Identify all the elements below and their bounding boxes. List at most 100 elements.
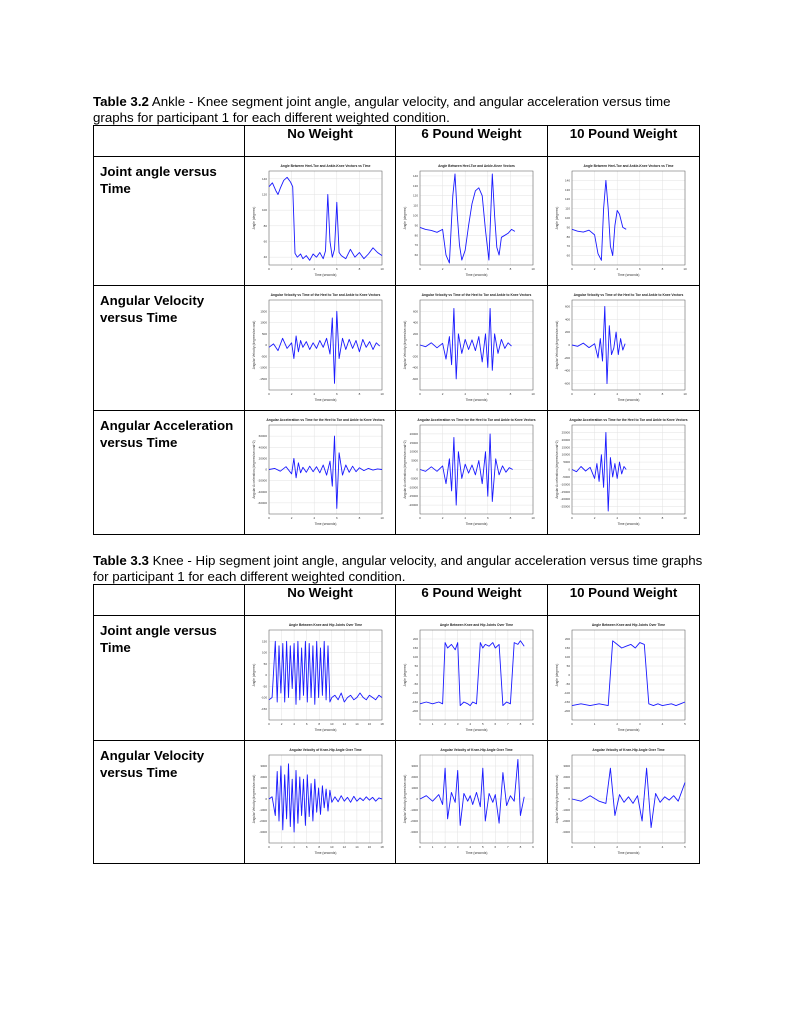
y-axis-label: Angle (degrees) (403, 207, 407, 230)
x-tick-label: 2 (442, 267, 444, 271)
x-tick-label: 4 (469, 722, 471, 726)
y-tick-label: -20000 (409, 503, 419, 507)
x-tick-label: 5 (482, 845, 484, 849)
y-tick-label: 140 (413, 174, 418, 178)
y-tick-label: 20000 (410, 432, 419, 436)
x-tick-label: 6 (336, 392, 338, 396)
y-axis-label: Angle (degrees) (403, 664, 407, 687)
y-axis-label: Angular Acceleration (degrees/second^2) (555, 440, 559, 498)
y-tick-label: 150 (565, 646, 570, 650)
series-line (419, 307, 512, 380)
y-axis-label: Angular Velocity (degrees/second) (403, 321, 407, 370)
x-tick-label: 0 (419, 392, 421, 396)
x-tick-label: 2 (442, 516, 444, 520)
y-tick-label: 5000 (411, 459, 418, 463)
x-tick-label: 2 (281, 722, 283, 726)
x-tick-label: 8 (510, 267, 512, 271)
chart-cell: Angular Velocity vs Time of the Heel to … (395, 285, 548, 411)
axes-box (571, 629, 686, 721)
row-label-angular-velocity: Angular Velocity versus Time (93, 740, 245, 864)
y-tick-label: -50 (414, 682, 419, 686)
x-axis-label: Time (seconds) (315, 728, 337, 732)
chart-title: Angle Between Knee and Hip Joints Over T… (440, 623, 513, 627)
y-tick-label: 600 (413, 309, 418, 313)
x-axis-label: Time (seconds) (466, 728, 488, 732)
x-tick-label: 0 (268, 516, 270, 520)
x-tick-label: 5 (684, 722, 686, 726)
y-tick-label: -100 (412, 691, 418, 695)
y-tick-label: -2000 (259, 819, 267, 823)
y-tick-label: 2000 (260, 775, 267, 779)
row-label-angular-velocity: Angular Velocity versus Time (93, 285, 245, 411)
x-tick-label: 2 (594, 267, 596, 271)
y-tick-label: 70 (567, 244, 571, 248)
x-axis-label: Time (seconds) (618, 522, 640, 526)
y-tick-label: 150 (262, 639, 267, 643)
x-tick-label: 9 (532, 722, 534, 726)
x-tick-label: 10 (683, 392, 687, 396)
line-chart: Angle Between Knee and Hip Joints Over T… (403, 623, 534, 732)
chart-title: Angular Acceleration vs Time for the Hee… (569, 418, 687, 422)
y-tick-label: -5000 (410, 476, 418, 480)
y-axis-label: Angle (degrees) (252, 207, 256, 230)
y-tick-label: 10000 (410, 450, 419, 454)
y-tick-label: -40000 (258, 490, 268, 494)
x-tick-label: 8 (318, 722, 320, 726)
line-chart: Angle Between Heel-Toe and Ankle-Knee Ve… (403, 164, 535, 277)
chart-cell: Angular Velocity of Knee-Hip Angle Over … (244, 740, 396, 864)
x-tick-label: 4 (293, 722, 295, 726)
y-tick-label: 0 (265, 673, 267, 677)
y-tick-label: 60 (567, 254, 571, 258)
y-tick-label: -100 (261, 696, 267, 700)
x-tick-label: 0 (571, 267, 573, 271)
row-label-joint-angle: Joint angle versus Time (93, 156, 245, 286)
chart-cell: Angular Velocity vs Time of the Heel to … (547, 285, 700, 411)
series-line (268, 310, 381, 384)
x-tick-label: 1 (594, 845, 596, 849)
y-tick-label: 0 (416, 797, 418, 801)
x-tick-label: 8 (359, 516, 361, 520)
x-tick-label: 6 (306, 845, 308, 849)
y-tick-label: 1500 (260, 309, 267, 313)
chart-cell: Angle Between Knee and Hip Joints Over T… (395, 615, 548, 741)
header-6-pound: 6 Pound Weight (395, 125, 548, 157)
y-tick-label: 50 (567, 664, 571, 668)
series-line (419, 433, 513, 506)
axes-box (268, 170, 383, 266)
x-axis-label: Time (seconds) (466, 851, 488, 855)
x-tick-label: 10 (380, 392, 384, 396)
chart-title: Angle Between Knee and Hip Joints Over T… (289, 623, 362, 627)
chart-cell: Angle Between Knee and Hip Joints Over T… (244, 615, 396, 741)
series-line (268, 176, 383, 261)
y-tick-label: 130 (413, 184, 418, 188)
chart-cell: Angle Between Heel-Toe and Ankle-Knee Ve… (244, 156, 396, 286)
header-no-weight: No Weight (244, 125, 396, 157)
x-tick-label: 0 (571, 516, 573, 520)
chart-title: Angular Acceleration vs Time for the Hee… (266, 418, 384, 422)
chart-cell: Angular Velocity vs Time of the Heel to … (244, 285, 396, 411)
x-tick-label: 7 (507, 845, 509, 849)
series-line (571, 179, 627, 261)
y-tick-label: -1000 (562, 808, 570, 812)
y-tick-label: -600 (412, 377, 418, 381)
y-tick-label: 500 (262, 332, 267, 336)
y-tick-label: 200 (565, 637, 570, 641)
line-chart: Angular Velocity of Knee-Hip Angle Over … (403, 748, 534, 855)
table-3-2-caption: Table 3.2 Ankle - Knee segment joint ang… (93, 94, 703, 125)
chart-cell: Angle Between Heel-Toe and Ankle-Knee Ve… (395, 156, 548, 286)
x-tick-label: 0 (268, 267, 270, 271)
x-tick-label: 16 (368, 722, 372, 726)
y-tick-label: 120 (565, 197, 570, 201)
line-chart: Angular Acceleration vs Time for the Hee… (403, 418, 536, 526)
chart-title: Angle Between Heel-Toe and Ankle-Knee Ve… (584, 164, 674, 168)
y-tick-label: -3000 (562, 830, 570, 834)
y-tick-label: 100 (565, 216, 570, 220)
series-line (268, 763, 383, 833)
y-tick-label: 100 (262, 208, 267, 212)
line-chart: Angular Velocity of Knee-Hip Angle Over … (252, 748, 384, 855)
y-axis-label: Angular Velocity (degrees/second) (555, 321, 559, 370)
chart-cell: Angle Between Knee and Hip Joints Over T… (547, 615, 700, 741)
x-tick-label: 4 (313, 267, 315, 271)
x-tick-label: 6 (639, 516, 641, 520)
x-tick-label: 4 (464, 392, 466, 396)
